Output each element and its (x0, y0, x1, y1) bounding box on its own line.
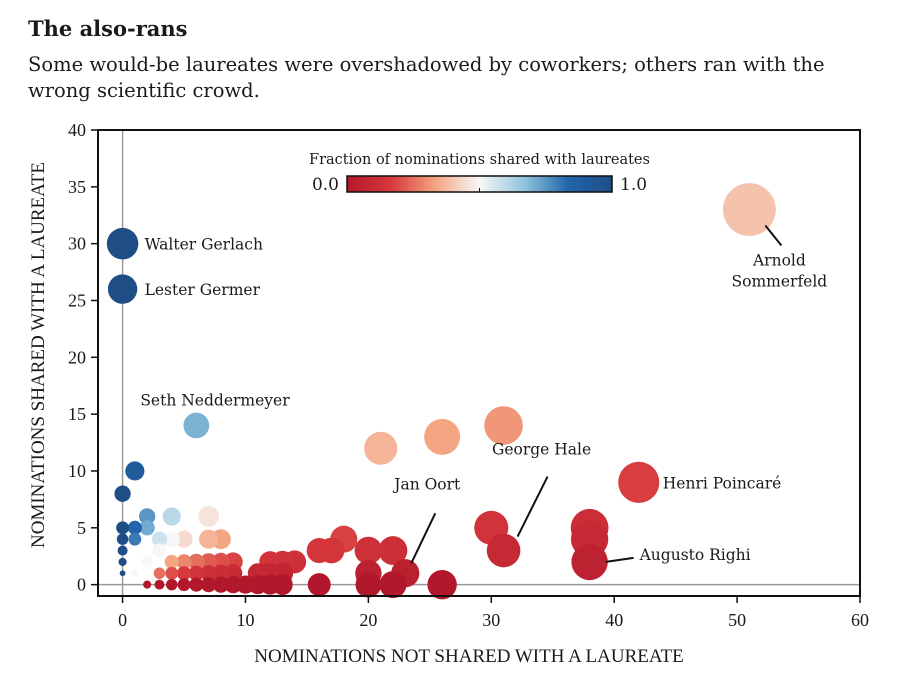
annotation-jan-oort: Jan Oort (392, 475, 461, 493)
data-point (354, 536, 383, 565)
annotation-walter-gerlach: Walter Gerlach (145, 236, 263, 254)
data-point (117, 545, 128, 556)
x-axis-title: NOMINATIONS NOT SHARED WITH A LAUREATE (254, 646, 683, 667)
data-point (364, 431, 398, 465)
colorbar-min-label: 0.0 (312, 175, 339, 195)
y-tick-label: 5 (77, 518, 86, 538)
chart-subtitle: Some would-be laureates were overshadowe… (28, 53, 825, 102)
data-point (152, 543, 167, 558)
y-tick-label: 30 (68, 234, 86, 254)
annotation-arnold-sommerfeld-line: Sommerfeld (732, 273, 828, 291)
y-tick-label: 40 (68, 120, 86, 140)
data-point (224, 575, 242, 594)
chart-title: The also-rans (28, 16, 188, 41)
point-augusto-righi (571, 543, 608, 581)
data-point (165, 578, 178, 591)
data-point (127, 520, 142, 535)
annotation-leader-line (516, 476, 549, 537)
y-tick-label: 25 (68, 290, 86, 310)
data-point (212, 576, 230, 593)
colorbar-title: Fraction of nominations shared with laur… (309, 152, 650, 168)
y-tick-label: 20 (68, 347, 86, 367)
x-tick-label: 60 (851, 610, 869, 630)
annotation-leader-line (605, 556, 634, 563)
annotation-leader-line (764, 224, 783, 247)
data-point (116, 521, 130, 535)
data-point (188, 565, 204, 581)
data-point (154, 579, 165, 590)
data-point (189, 577, 204, 592)
x-tick-label: 10 (236, 610, 254, 630)
data-point (125, 461, 145, 481)
x-tick-label: 50 (728, 610, 746, 630)
data-point (164, 554, 179, 569)
x-tick-label: 0 (118, 610, 127, 630)
annotation-augusto-righi: Augusto Righi (639, 546, 751, 564)
data-point (143, 580, 152, 589)
y-axis-title: NOMINATIONS SHARED WITH A LAUREATE (28, 162, 49, 548)
data-point (198, 506, 219, 527)
data-point (427, 569, 457, 600)
data-point (177, 578, 191, 592)
y-tick-label: 35 (68, 177, 86, 197)
data-point (141, 556, 153, 568)
y-tick-label: 0 (77, 575, 86, 595)
data-point (163, 531, 180, 548)
point-henri-poincar- (618, 461, 660, 503)
data-point (153, 567, 166, 580)
point-arnold-sommerfeld (722, 183, 776, 236)
data-point (200, 577, 217, 593)
data-point (200, 565, 217, 582)
point-walter-gerlach (106, 227, 139, 260)
annotation-leader-line (410, 512, 437, 564)
y-tick-label: 15 (68, 404, 86, 424)
data-point (118, 557, 127, 566)
data-point (199, 553, 218, 571)
data-point (151, 531, 168, 547)
colorbar-max-label: 1.0 (620, 175, 647, 195)
data-point (119, 570, 126, 577)
data-point (176, 554, 192, 570)
annotation-henri-poincar-: Henri Poincaré (663, 474, 782, 492)
data-point (484, 406, 523, 445)
point-george-hale (486, 533, 521, 568)
data-point (139, 520, 155, 536)
x-tick-label: 30 (482, 610, 500, 630)
data-point (162, 507, 181, 526)
data-point (199, 529, 219, 549)
point-seth-neddermeyer (183, 412, 210, 439)
annotation-george-hale: George Hale (492, 441, 591, 459)
annotation-seth-neddermeyer: Seth Neddermeyer (140, 392, 290, 410)
x-tick-label: 20 (359, 610, 377, 630)
data-point (236, 575, 255, 594)
data-point (130, 569, 139, 578)
data-point (175, 530, 193, 548)
data-point (212, 564, 230, 582)
data-point (307, 573, 331, 597)
data-point (165, 566, 179, 580)
data-point (355, 571, 382, 598)
data-point (116, 533, 129, 545)
data-point (176, 566, 192, 581)
data-point (306, 537, 332, 564)
point-lester-germer (107, 274, 138, 304)
data-point (114, 485, 131, 502)
annotation-lester-germer: Lester Germer (145, 281, 261, 299)
x-tick-label: 40 (605, 610, 623, 630)
plot-frame (97, 129, 861, 597)
data-point (139, 508, 156, 525)
annotation-arnold-sommerfeld-line: Arnold (752, 252, 806, 270)
data-point (188, 553, 205, 571)
y-tick-label: 10 (68, 461, 86, 481)
data-point (379, 571, 407, 599)
data-point (424, 418, 461, 455)
data-point (128, 532, 142, 546)
data-point (378, 536, 408, 565)
